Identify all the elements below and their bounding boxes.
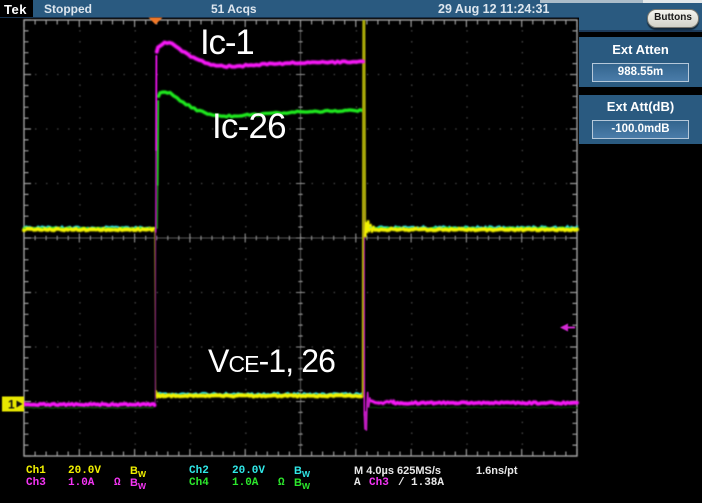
svg-text:1: 1	[8, 398, 15, 412]
